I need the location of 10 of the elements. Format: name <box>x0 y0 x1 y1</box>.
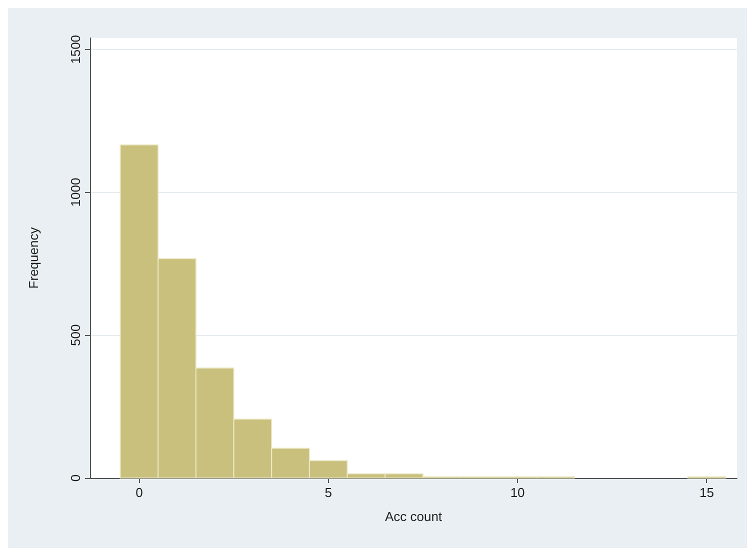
x-tick-label: 0 <box>136 485 143 500</box>
y-tick-label: 0 <box>68 474 83 482</box>
x-tick-label: 15 <box>699 485 714 500</box>
y-tick-label: 1000 <box>68 178 83 207</box>
y-tick-label: 1500 <box>68 34 83 64</box>
x-axis-title: Acc count <box>384 509 442 524</box>
y-tick-label: 500 <box>68 324 83 346</box>
x-tick-label: 5 <box>324 485 332 500</box>
y-axis-title: Frequency <box>26 226 41 289</box>
x-tick-label: 10 <box>510 485 525 500</box>
